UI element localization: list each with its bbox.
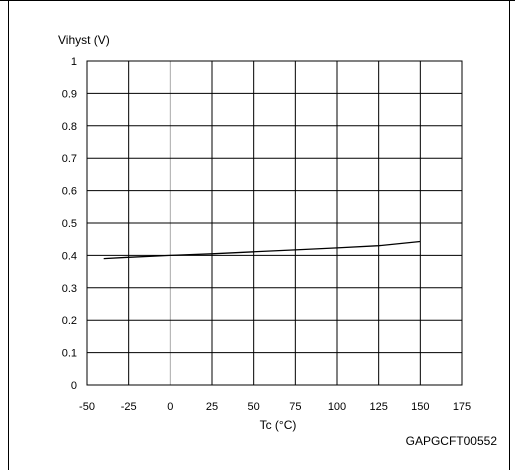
y-tick-label: 0.2 [62, 315, 77, 327]
frame-right-border [509, 0, 510, 470]
figure-code: GAPGCFT00552 [406, 434, 498, 448]
y-tick-label: 0.4 [62, 250, 77, 262]
series-layer [103, 240, 421, 260]
y-tick-label: 0.7 [62, 153, 77, 165]
y-tick-labels: 0 0.1 0.2 0.3 0.4 0.5 0.6 0.7 0.8 0.9 1 [62, 56, 77, 392]
x-tick-labels: -50 -25 0 25 50 75 100 125 150 175 [79, 401, 471, 413]
y-tick-label: 0.5 [62, 218, 77, 230]
x-tick-label: 50 [248, 401, 260, 413]
y-tick-label: 0.1 [62, 348, 77, 360]
x-tick-label: -25 [121, 401, 137, 413]
x-tick-label: 175 [453, 401, 471, 413]
y-axis-label: Vihyst (V) [58, 33, 110, 47]
x-tick-label: -50 [79, 401, 95, 413]
y-tick-label: 1 [71, 56, 77, 68]
x-tick-label: 150 [411, 401, 429, 413]
frame-top-border [0, 0, 515, 1]
y-tick-label: 0.8 [62, 121, 77, 133]
y-tick-label: 0.6 [62, 186, 77, 198]
y-tick-label: 0 [71, 380, 77, 392]
x-tick-label: 25 [206, 401, 218, 413]
y-tick-label: 0.9 [62, 88, 77, 100]
plot-area-border [86, 60, 463, 386]
x-tick-label: 100 [328, 401, 346, 413]
series-line [103, 240, 421, 260]
x-tick-label: 0 [167, 401, 173, 413]
y-tick-label: 0.3 [62, 283, 77, 295]
x-tick-label: 125 [369, 401, 387, 413]
x-tick-label: 75 [289, 401, 301, 413]
x-axis-label: Tc (°C) [260, 418, 297, 432]
frame-left-border [8, 0, 9, 470]
grid [86, 60, 463, 386]
